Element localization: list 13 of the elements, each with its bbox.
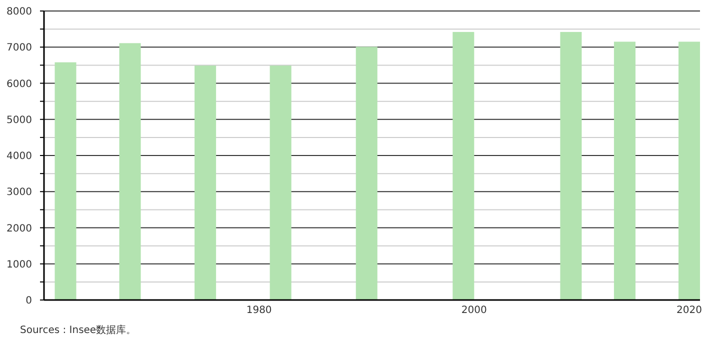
y-tick-label: 5000 (6, 114, 32, 126)
x-tick-label: 2020 (676, 305, 702, 316)
y-tick-label: 6000 (6, 78, 32, 90)
y-tick-label: 7000 (6, 42, 32, 54)
y-tick-label: 3000 (6, 187, 32, 198)
x-tick-label: 2000 (461, 305, 487, 316)
y-tick-label: 8000 (6, 6, 32, 18)
y-tick-label: 1000 (6, 259, 32, 270)
y-tick-label: 0 (26, 296, 32, 306)
x-tick-label: 1980 (246, 305, 272, 316)
source-note: Sources : Insee数据库。 (20, 324, 136, 336)
y-tick-label: 4000 (6, 151, 32, 162)
y-tick-label: 2000 (6, 223, 32, 234)
